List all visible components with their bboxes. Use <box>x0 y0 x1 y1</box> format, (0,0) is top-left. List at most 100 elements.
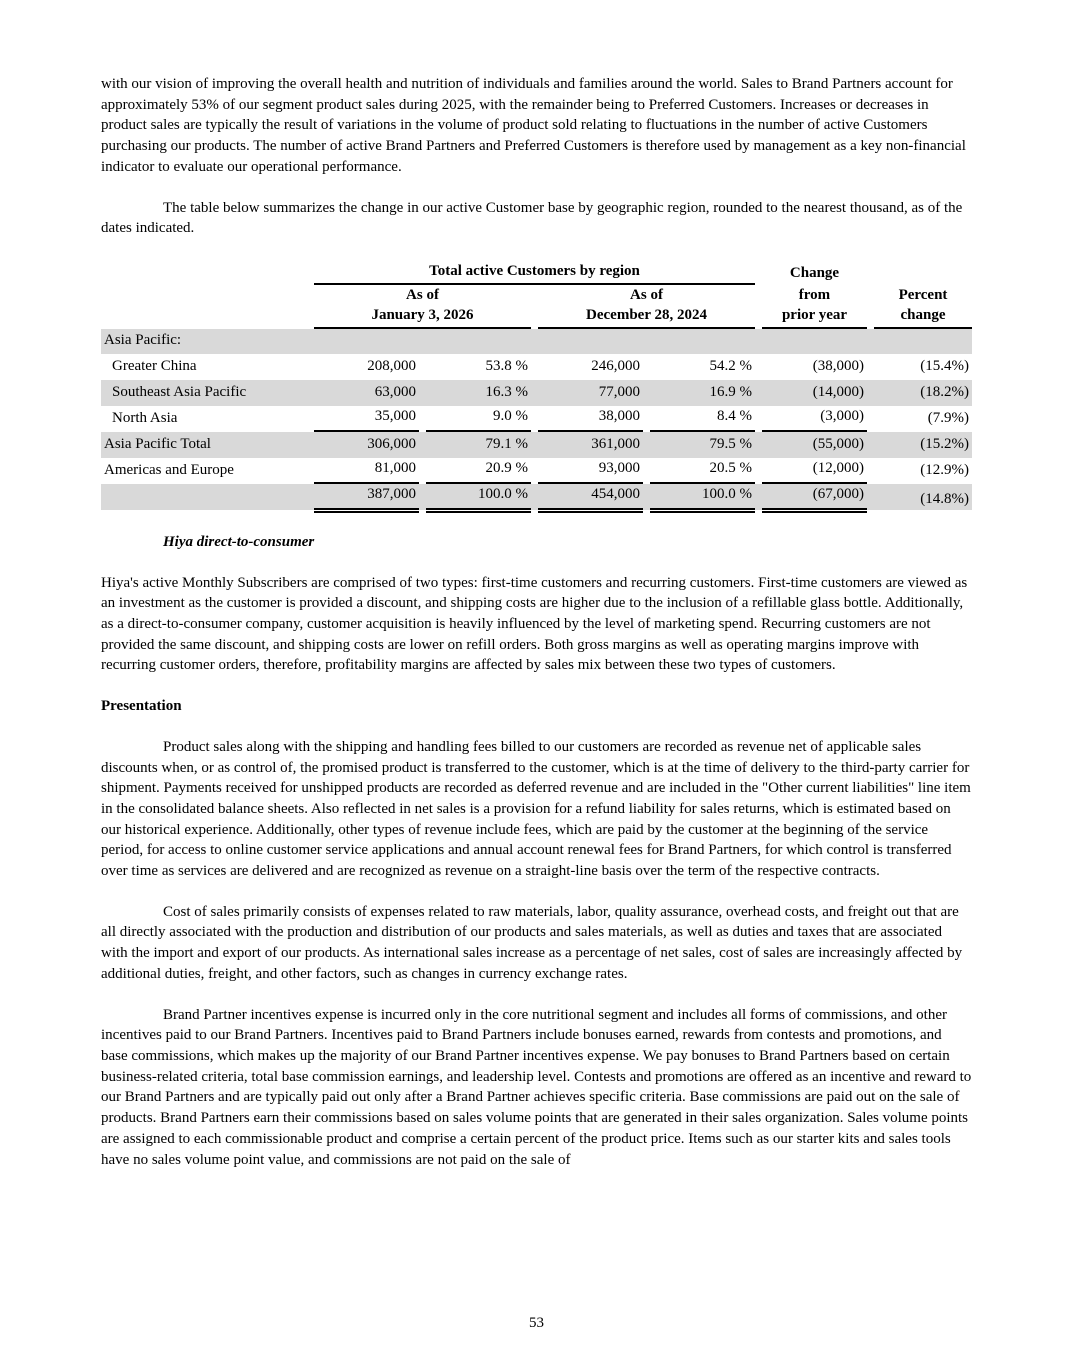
cell: 81,000 <box>314 458 419 484</box>
cell: (18.2%) <box>920 384 969 401</box>
column-gap <box>867 432 874 458</box>
cell: 20.5 % <box>650 458 755 484</box>
row-label: Asia Pacific Total <box>104 436 211 453</box>
column-gap <box>419 354 426 380</box>
column-gap <box>531 354 538 380</box>
table-header-row-1: Total active Customers by region Change <box>101 259 972 285</box>
row-label: Southeast Asia Pacific <box>112 384 247 401</box>
col-header-asof-2024: As of December 28, 2024 <box>538 285 755 329</box>
table-row-asia-pacific-total: Asia Pacific Total 306,000 79.1 % 361,00… <box>101 431 972 458</box>
column-gap <box>643 380 650 406</box>
paragraph-brand-partner-incentives: Brand Partner incentives expense is incu… <box>101 1006 972 1168</box>
cell: 79.1 % <box>485 436 529 453</box>
header-spacer <box>874 259 972 285</box>
heading-presentation: Presentation <box>101 698 182 715</box>
paragraph-table-intro: The table below summarizes the change in… <box>101 199 963 237</box>
cell: (67,000) <box>762 484 867 513</box>
page-number: 53 <box>529 1315 544 1331</box>
cell: 77,000 <box>598 384 640 401</box>
column-gap <box>419 406 426 432</box>
cell: 35,000 <box>314 406 419 432</box>
cell: (3,000) <box>762 406 867 432</box>
cell: (7.9%) <box>927 410 969 427</box>
paragraph-cost-of-sales: Cost of sales primarily consists of expe… <box>101 903 963 982</box>
column-gap <box>867 458 874 484</box>
cell: (15.2%) <box>920 436 969 453</box>
cell: 9.0 % <box>426 406 531 432</box>
table-header-row-2: As of January 3, 2026 As of December 28,… <box>101 285 972 329</box>
column-gap <box>643 484 650 513</box>
column-gap <box>867 285 874 329</box>
cell: 208,000 <box>367 358 416 375</box>
column-gap <box>419 432 426 458</box>
paragraph-hiya: Hiya's active Monthly Subscribers are co… <box>101 574 968 674</box>
cell: (14,000) <box>812 384 864 401</box>
cell: 100.0 % <box>650 484 755 513</box>
column-gap <box>531 458 538 484</box>
cell: 79.5 % <box>709 436 753 453</box>
table-row-grand-total: 387,000 100.0 % 454,000 100.0 % (67,000)… <box>101 483 972 513</box>
column-gap <box>643 458 650 484</box>
cell: (12.9%) <box>920 462 969 479</box>
column-gap <box>531 406 538 432</box>
cell: (55,000) <box>812 436 864 453</box>
table-row-americas-and-europe: Americas and Europe 81,000 20.9 % 93,000… <box>101 458 972 484</box>
cell: 387,000 <box>314 484 419 513</box>
table-section-row: Asia Pacific: <box>101 328 972 354</box>
column-gap <box>867 354 874 380</box>
column-gap <box>755 406 762 432</box>
section-label: Asia Pacific: <box>104 332 182 349</box>
column-gap <box>419 380 426 406</box>
column-gap <box>755 354 762 380</box>
column-gap <box>867 406 874 432</box>
cell: 20.9 % <box>426 458 531 484</box>
column-gap <box>643 354 650 380</box>
table-row-southeast-asia-pacific: Southeast Asia Pacific 63,000 16.3 % 77,… <box>101 379 972 406</box>
cell: 246,000 <box>591 358 640 375</box>
col-header-change-bottom: from prior year <box>762 285 867 329</box>
paragraph-presentation: Product sales along with the shipping an… <box>101 738 971 880</box>
cell: 100.0 % <box>426 484 531 513</box>
cell: (12,000) <box>762 458 867 484</box>
column-gap <box>643 406 650 432</box>
paragraph-intro: with our vision of improving the overall… <box>101 76 966 175</box>
cell: 38,000 <box>538 406 643 432</box>
cell: 54.2 % <box>709 358 753 375</box>
column-gap <box>531 484 538 513</box>
column-gap <box>419 458 426 484</box>
cell: 93,000 <box>538 458 643 484</box>
cell: 16.9 % <box>709 384 753 401</box>
column-gap <box>531 380 538 406</box>
table-title: Total active Customers by region <box>314 259 755 285</box>
header-spacer <box>101 285 314 329</box>
cell: 361,000 <box>591 436 640 453</box>
col-header-asof-2026: As of January 3, 2026 <box>314 285 531 329</box>
column-gap <box>419 484 426 513</box>
column-gap <box>531 285 538 329</box>
cell: 306,000 <box>367 436 416 453</box>
column-gap <box>755 458 762 484</box>
column-gap <box>531 432 538 458</box>
col-header-change-top: Change <box>789 264 840 281</box>
column-gap <box>755 432 762 458</box>
row-label <box>101 484 314 513</box>
cell: 454,000 <box>538 484 643 513</box>
column-gap <box>643 432 650 458</box>
column-gap <box>867 380 874 406</box>
cell: 8.4 % <box>650 406 755 432</box>
table-row-greater-china: Greater China 208,000 53.8 % 246,000 54.… <box>101 354 972 380</box>
header-spacer <box>101 259 314 285</box>
column-gap <box>867 484 874 513</box>
column-gap <box>755 380 762 406</box>
row-label: Greater China <box>112 358 197 375</box>
cell: 16.3 % <box>485 384 529 401</box>
heading-hiya-direct-to-consumer: Hiya direct-to-consumer <box>163 533 315 550</box>
col-header-percent-change: Percent change <box>874 285 972 329</box>
row-label: North Asia <box>112 410 178 427</box>
table-row-north-asia: North Asia 35,000 9.0 % 38,000 8.4 % (3,… <box>101 406 972 432</box>
cell: 53.8 % <box>485 358 529 375</box>
row-label: Americas and Europe <box>104 462 234 479</box>
document-page: with our vision of improving the overall… <box>101 76 972 1168</box>
column-gap <box>755 259 762 285</box>
column-gap <box>755 285 762 329</box>
